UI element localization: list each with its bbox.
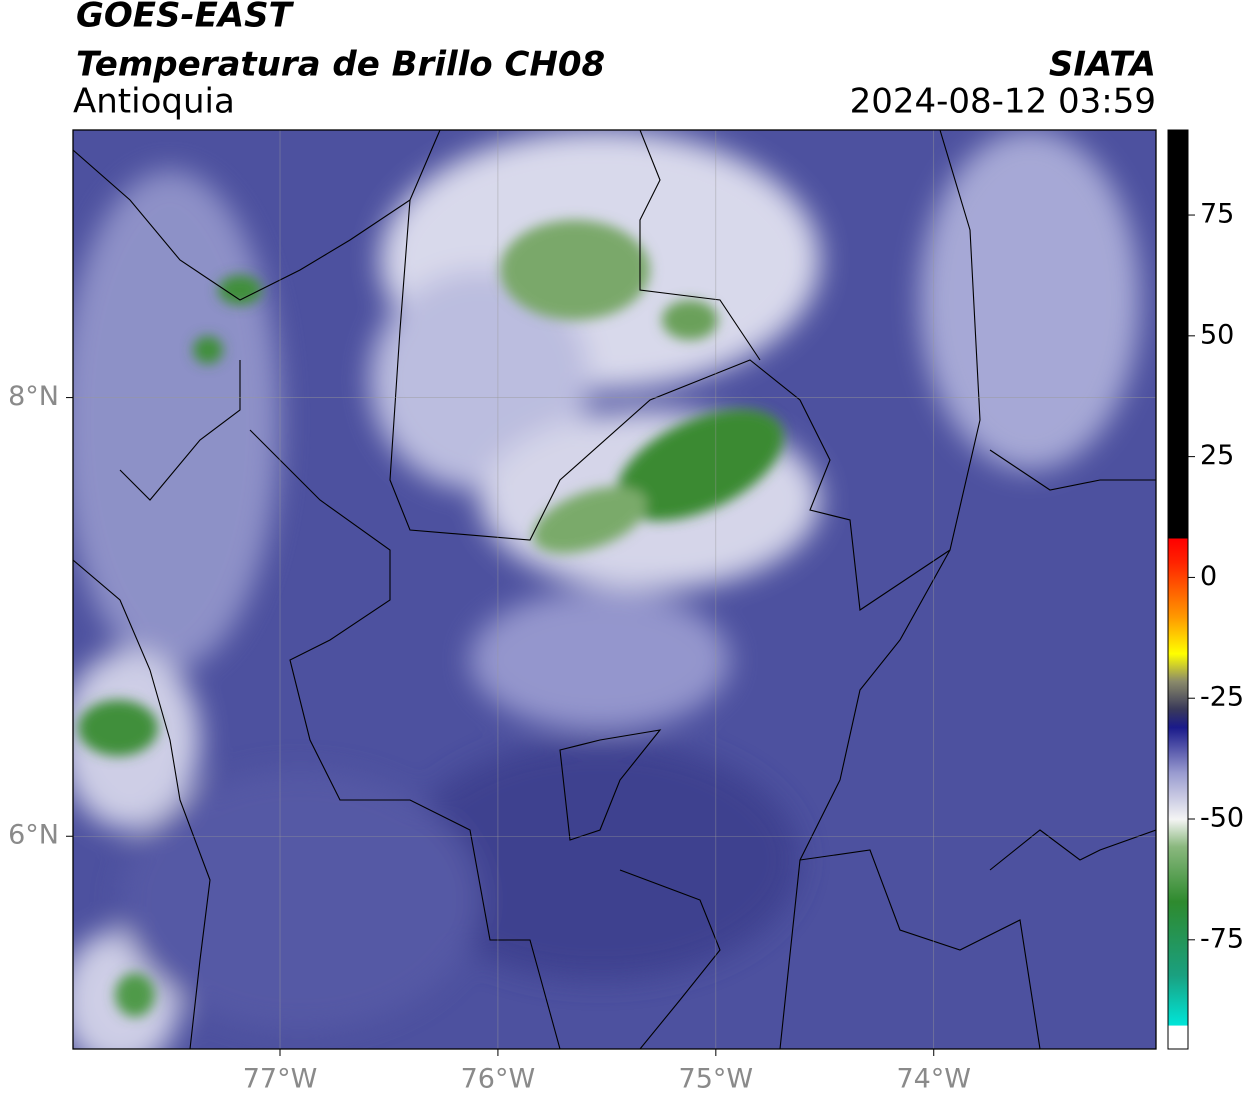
lon-tick-label: 76°W xyxy=(461,1064,536,1095)
lat-tick-label: 8°N xyxy=(8,381,59,412)
colorbar-tick-label: -50 xyxy=(1200,803,1244,834)
datetime: 2024-08-12 03:59 xyxy=(850,82,1156,122)
colorbar-tick-label: 0 xyxy=(1200,561,1217,592)
title: GOES-EAST xyxy=(76,0,295,36)
subtitle: Temperatura de Brillo CH08 xyxy=(76,45,605,85)
source: SIATA xyxy=(1049,45,1156,85)
colorbar-tick-label: 75 xyxy=(1200,199,1234,230)
colorbar-tick-label: -25 xyxy=(1200,682,1244,713)
lon-tick-label: 75°W xyxy=(679,1064,754,1095)
colorbar-tick-label: 50 xyxy=(1200,319,1234,350)
colorbar xyxy=(1167,129,1189,1050)
satellite-image xyxy=(73,130,1156,1049)
colorbar-tick-label: 25 xyxy=(1200,440,1234,471)
lon-tick-label: 77°W xyxy=(243,1064,318,1095)
lon-tick-label: 74°W xyxy=(896,1064,971,1095)
map-frame xyxy=(72,129,1157,1050)
colorbar-ticks: 75 50 25 0 -25 -50 -75 xyxy=(1188,199,1244,954)
colorbar-tick-label: -75 xyxy=(1200,923,1244,954)
graticule: 77°W 76°W 75°W 74°W 8°N 6°N xyxy=(8,130,1156,1095)
lat-tick-label: 6°N xyxy=(8,820,59,851)
region: Antioquia xyxy=(73,82,235,122)
